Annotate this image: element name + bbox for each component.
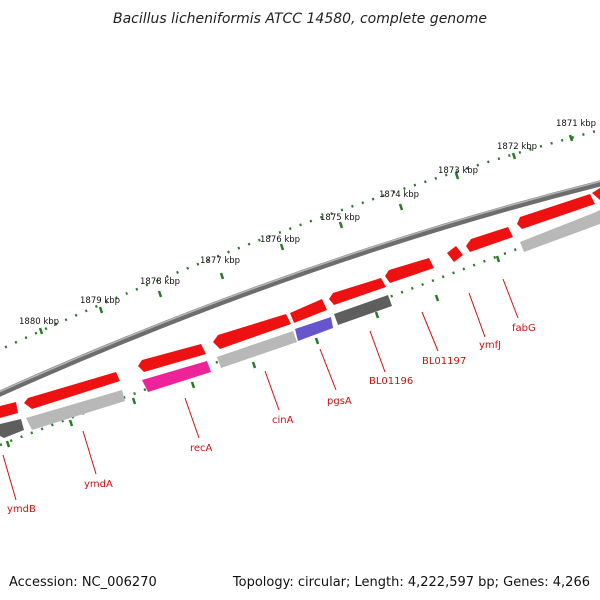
topology-text: Topology: circular; Length: 4,222,597 bp… — [232, 575, 590, 590]
genome-backbone-highlight — [0, 180, 600, 393]
gene-arrow-reverse[interactable] — [142, 361, 211, 392]
gene-arrow-forward[interactable] — [0, 402, 18, 418]
gene-arrow-forward[interactable] — [592, 188, 600, 200]
scale-label-1876: 1876 kbp — [260, 235, 300, 245]
scale-label-1875: 1875 kbp — [320, 213, 360, 223]
gene-arrow-reverse[interactable] — [334, 295, 392, 325]
gene-arrow-reverse[interactable] — [26, 390, 125, 430]
scale-label-1877: 1877 kbp — [200, 256, 240, 266]
gene-label-cinA: cinA — [272, 415, 294, 426]
gene-arrow-forward[interactable] — [517, 194, 595, 229]
gene-label-ymdA: ymdA — [84, 479, 113, 490]
gene-arrow-reverse[interactable] — [520, 210, 600, 252]
label-leaders — [2, 278, 519, 501]
gene-arrow-forward[interactable] — [213, 314, 291, 349]
gene-label-pgsA: pgsA — [327, 396, 352, 407]
gene-arrow-forward[interactable] — [290, 299, 327, 323]
gene-arrow-forward[interactable] — [385, 258, 434, 283]
gene-arrow-forward[interactable] — [24, 372, 120, 409]
accession-text: Accession: NC_006270 — [9, 575, 157, 590]
gene-label-fabG: fabG — [512, 323, 536, 334]
gene-arrow-forward[interactable] — [447, 246, 463, 262]
gene-arrow-reverse[interactable] — [217, 331, 297, 368]
gene-label-ymfJ: ymfJ — [479, 340, 501, 351]
genome-backbone — [0, 180, 600, 397]
scale-label-1873: 1873 kbp — [438, 166, 478, 176]
forward-genes — [0, 188, 600, 418]
gene-arrow-forward[interactable] — [466, 227, 513, 252]
reverse-genes — [0, 210, 600, 438]
scale-label-1880: 1880 kbp — [19, 317, 59, 327]
scale-label-1878: 1878 kbp — [140, 277, 180, 287]
gene-label-BL01197: BL01197 — [422, 356, 466, 367]
scale-track-lower — [0, 216, 600, 447]
gene-arrow-reverse[interactable] — [0, 419, 24, 438]
scale-label-1874: 1874 kbp — [379, 190, 419, 200]
scale-ticks-upper — [38, 134, 574, 335]
gene-label-ymdB: ymdB — [7, 504, 36, 515]
gene-label-BL01196: BL01196 — [369, 376, 413, 387]
gene-label-recA: recA — [190, 443, 213, 454]
map-title: Bacillus licheniformis ATCC 14580, compl… — [113, 11, 487, 27]
scale-label-1872: 1872 kbp — [497, 142, 537, 152]
scale-label-1879: 1879 kbp — [80, 296, 120, 306]
gene-arrow-forward[interactable] — [138, 344, 206, 372]
scale-label-1871: 1871 kbp — [556, 119, 596, 129]
gene-arrow-reverse[interactable] — [295, 317, 333, 341]
gene-arrow-forward[interactable] — [329, 278, 386, 305]
